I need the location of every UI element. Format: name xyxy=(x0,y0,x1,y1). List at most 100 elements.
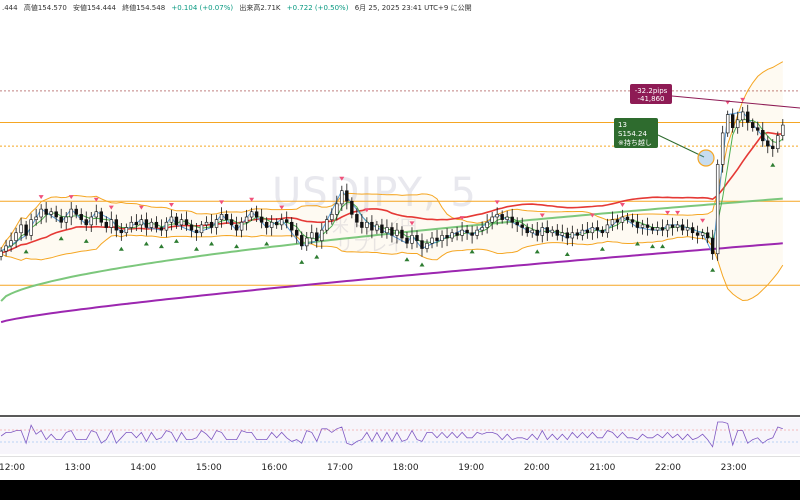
candle-86 xyxy=(430,237,434,244)
candle-4 xyxy=(19,224,23,234)
candle-154 xyxy=(771,145,775,150)
candle-155 xyxy=(776,135,780,150)
loss-annotation[interactable]: -32.2pips -41,860 xyxy=(630,84,800,109)
chart-area[interactable]: .444 高値154.570 安値154.444 終値154.548 +0.10… xyxy=(0,0,800,480)
candle-153 xyxy=(766,140,770,147)
buy-signal-13 xyxy=(194,246,199,251)
candle-49 xyxy=(244,216,249,223)
candle-16 xyxy=(79,214,83,220)
header-low: 安値154.444 xyxy=(73,4,116,12)
price-chart[interactable]: -32.2pips -41,860 13 S154.24 ※持ち越し xyxy=(0,0,800,456)
ma-long-line xyxy=(0,242,783,324)
candle-60 xyxy=(300,235,304,247)
candle-52 xyxy=(259,216,264,223)
candle-10 xyxy=(49,211,53,215)
candle-32 xyxy=(159,227,164,231)
candle-113 xyxy=(565,232,570,239)
candle-62 xyxy=(310,232,314,239)
sell-signal-33 xyxy=(589,213,595,218)
buy-signal-36 xyxy=(634,241,640,246)
candle-11 xyxy=(54,211,58,218)
candle-71 xyxy=(355,214,359,223)
candle-107 xyxy=(535,229,539,236)
candle-43 xyxy=(214,219,219,228)
candle-105 xyxy=(525,227,529,234)
candle-26 xyxy=(129,221,134,228)
candle-139 xyxy=(695,232,700,236)
time-tick-1800: 18:00 xyxy=(392,463,419,473)
candle-38 xyxy=(189,224,194,231)
buy-signal-14 xyxy=(209,241,215,246)
candle-50 xyxy=(249,211,254,218)
trade-count-label: 13 xyxy=(618,121,627,129)
candle-53 xyxy=(264,221,269,228)
candle-68 xyxy=(340,190,344,205)
trade-annotation[interactable]: 13 S154.24 ※持ち越し xyxy=(614,118,715,167)
sell-signal-44 xyxy=(740,97,746,102)
trade-entry-label: S154.24 xyxy=(618,130,647,138)
header-volume: 出来高2.71K xyxy=(239,4,281,12)
candle-101 xyxy=(505,216,509,220)
candle-27 xyxy=(134,221,139,226)
candle-78 xyxy=(390,227,394,236)
candle-156 xyxy=(781,124,785,136)
candle-75 xyxy=(375,224,379,231)
candle-133 xyxy=(665,224,670,231)
sell-signal-17 xyxy=(249,197,255,202)
buy-signal-21 xyxy=(314,254,320,259)
candle-148 xyxy=(741,111,745,121)
header-high: 高値154.570 xyxy=(23,4,67,12)
time-tick-2100: 21:00 xyxy=(589,463,616,473)
candle-6 xyxy=(29,219,33,236)
sell-signal-3 xyxy=(68,195,74,200)
candle-73 xyxy=(365,221,369,228)
candle-141 xyxy=(705,232,710,239)
time-tick-1500: 15:00 xyxy=(195,463,222,473)
candle-21 xyxy=(104,221,109,228)
entry-marker[interactable] xyxy=(697,149,715,167)
trade-connector xyxy=(657,134,705,158)
sell-signal-22 xyxy=(339,176,345,181)
candle-90 xyxy=(450,232,454,239)
candle-123 xyxy=(615,219,620,223)
candle-85 xyxy=(425,242,429,249)
candle-76 xyxy=(380,224,384,234)
candle-54 xyxy=(269,221,274,228)
candle-83 xyxy=(415,235,419,241)
sell-signal-11 xyxy=(168,203,174,207)
buy-signal-24 xyxy=(404,257,410,262)
candle-138 xyxy=(690,227,695,234)
time-axis[interactable]: 12:00 13:00 14:00 15:00 16:00 17:00 18:00 19:00… xyxy=(0,456,800,480)
candle-46 xyxy=(229,219,234,226)
candle-111 xyxy=(555,229,560,236)
candle-55 xyxy=(274,221,279,226)
candle-144 xyxy=(720,132,725,165)
candle-67 xyxy=(335,203,339,215)
header-extra-change: +0.722 (+0.50%) xyxy=(286,4,349,12)
buy-signal-26 xyxy=(419,262,425,267)
candle-98 xyxy=(490,216,494,223)
candle-33 xyxy=(164,221,169,231)
candles xyxy=(0,104,785,261)
time-tick-1700: 17:00 xyxy=(327,463,353,473)
candle-119 xyxy=(595,227,600,231)
candle-44 xyxy=(219,214,224,220)
candle-20 xyxy=(99,211,103,223)
candle-112 xyxy=(560,232,565,236)
buy-signal-2 xyxy=(58,236,64,241)
candle-61 xyxy=(305,237,309,247)
sell-signal-29 xyxy=(494,200,500,205)
candle-65 xyxy=(325,219,329,231)
loss-label-bg xyxy=(630,84,672,104)
ohlc-header: .444 高値154.570 安値154.444 終値154.548 +0.10… xyxy=(0,0,476,16)
time-tick-2200: 22:00 xyxy=(655,463,681,473)
trade-note-label: ※持ち越し xyxy=(618,138,652,147)
candle-0 xyxy=(0,250,3,257)
candle-39 xyxy=(194,229,199,234)
buy-signal-18 xyxy=(264,241,270,246)
sell-signal-1 xyxy=(38,195,44,200)
candle-109 xyxy=(545,227,549,234)
candle-17 xyxy=(84,219,88,226)
sell-signal-27 xyxy=(459,216,465,221)
